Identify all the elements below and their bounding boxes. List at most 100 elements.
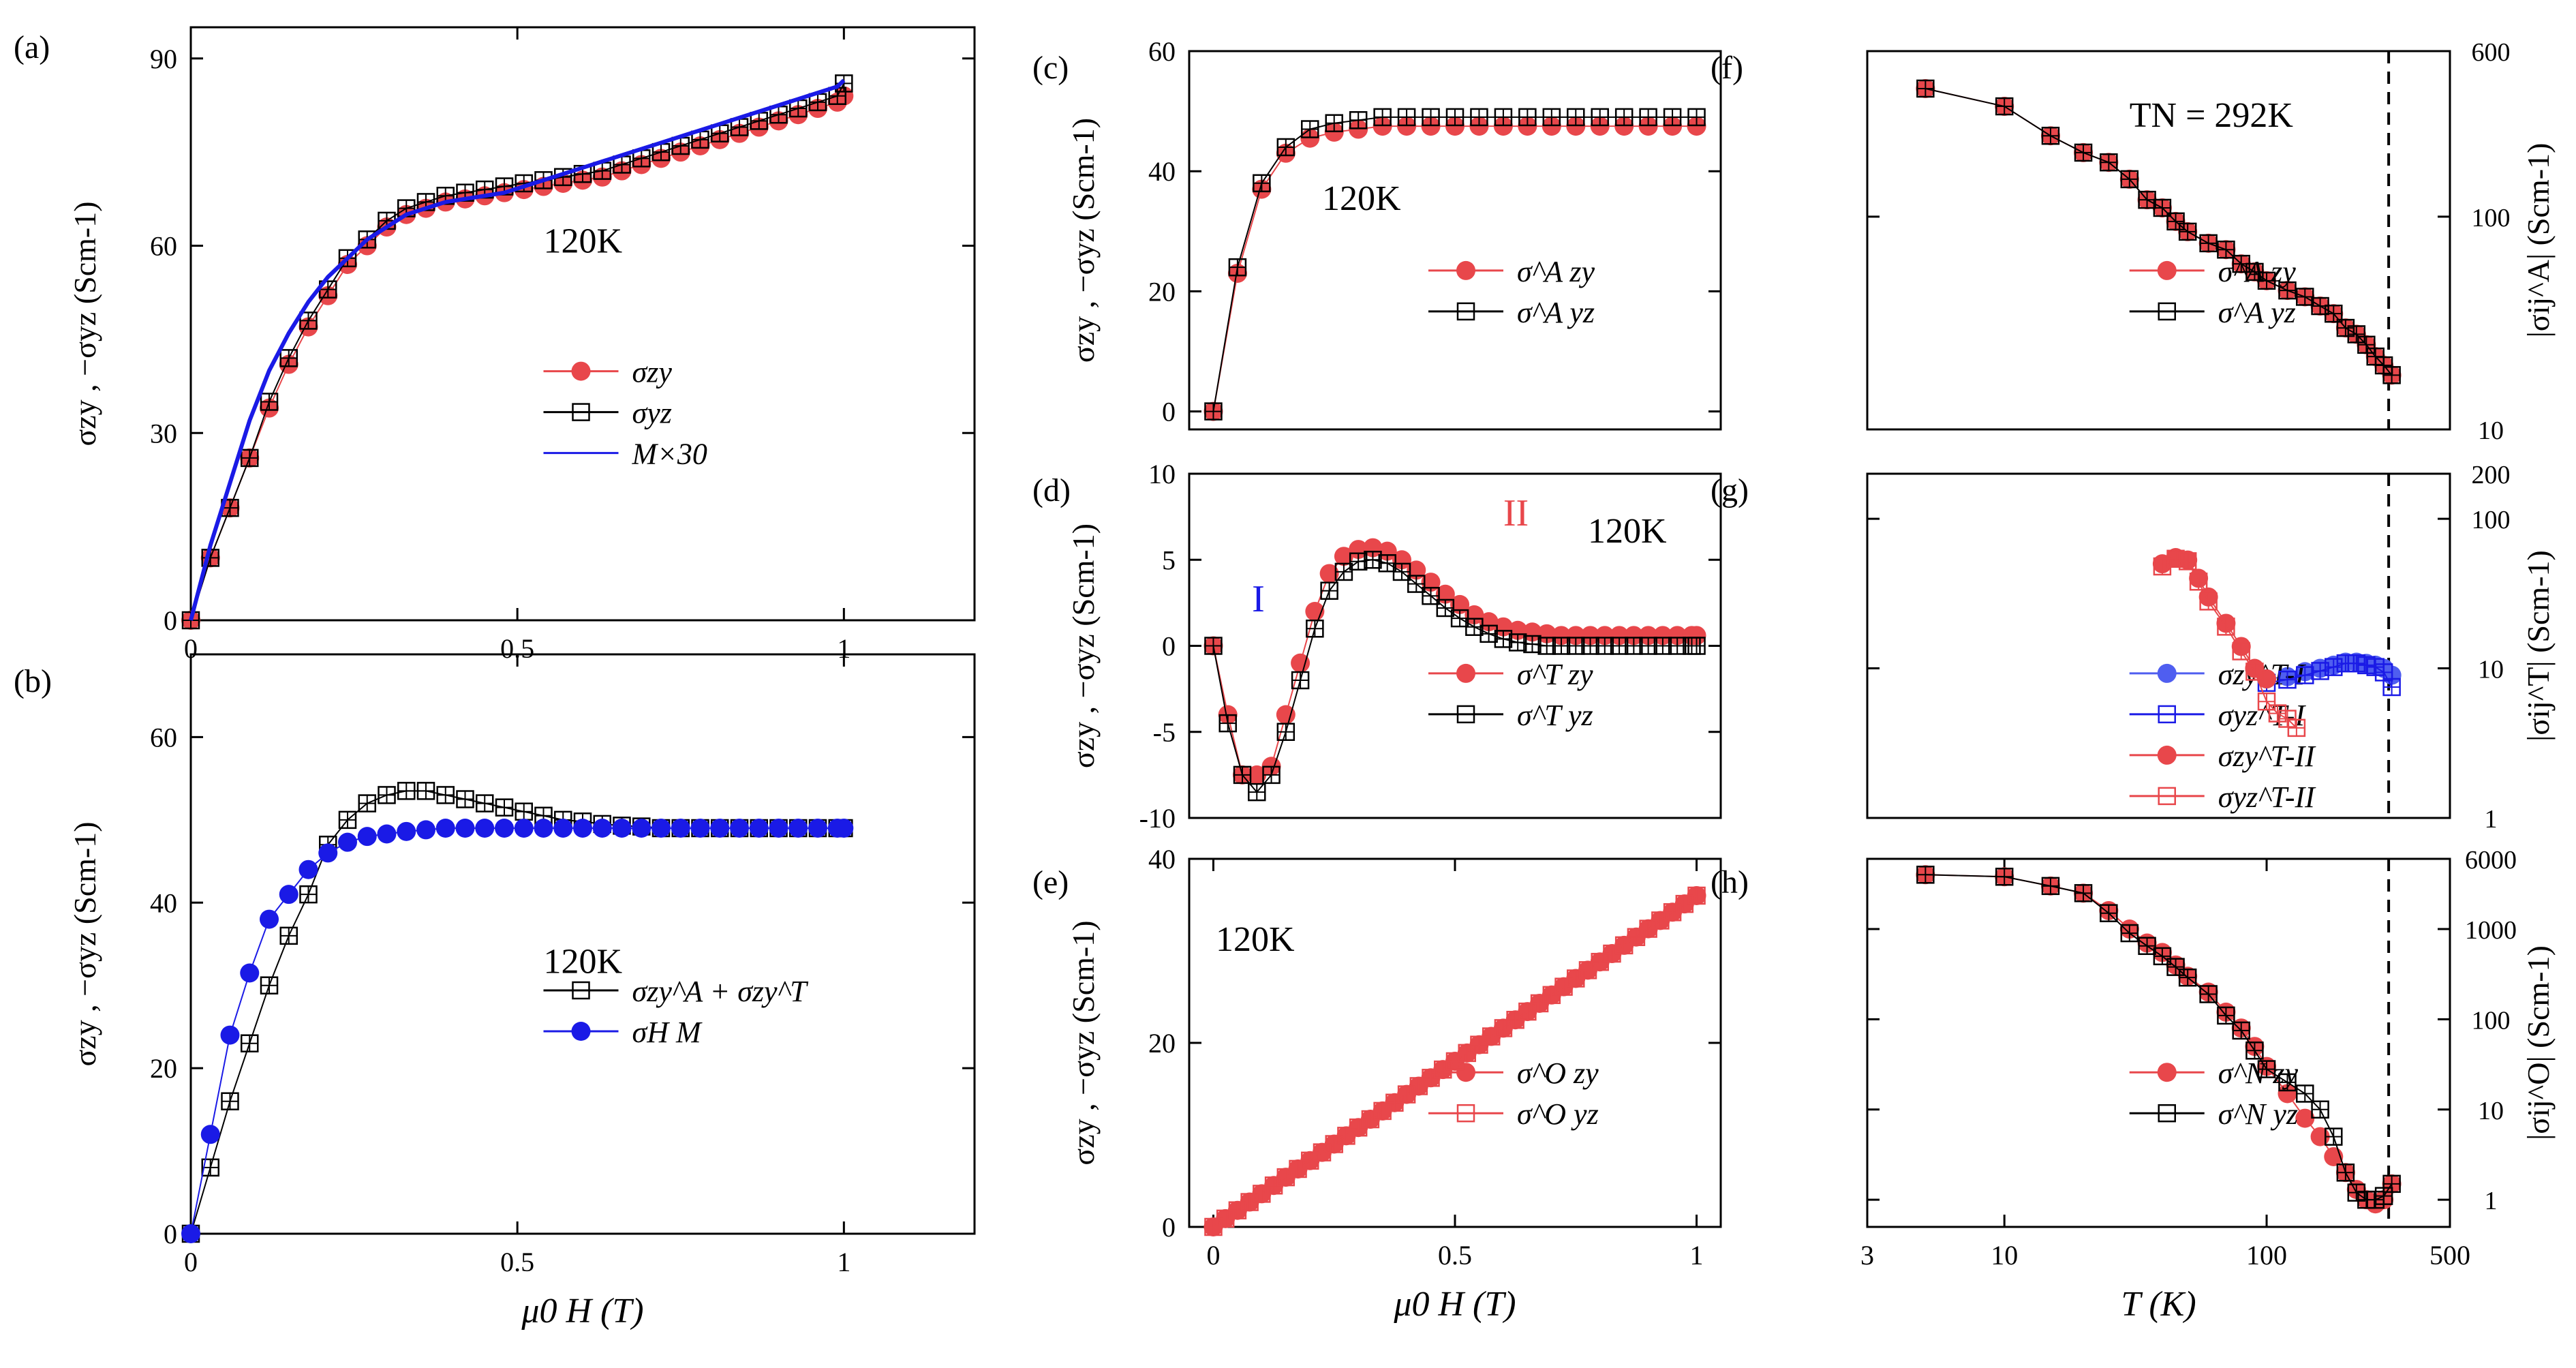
data-point	[1537, 624, 1557, 643]
data-point	[1392, 550, 1411, 570]
legend-label: σyz^T-II	[2218, 780, 2316, 814]
plot-frame-g	[1866, 472, 2451, 819]
legend-label: σzy^A + σzy^T	[632, 975, 810, 1008]
data-point	[1668, 626, 1687, 645]
y-tick-label: 90	[150, 44, 177, 74]
legend-marker	[1456, 1104, 1475, 1123]
y-tick-label: 0	[1162, 631, 1176, 662]
legend-entry: σzy	[543, 356, 673, 389]
data-point	[730, 819, 749, 838]
panel-label: (a)	[14, 29, 50, 65]
legend-entry: σzy^A + σzy^T	[543, 975, 810, 1008]
legend-label: σ^N yz	[2218, 1097, 2298, 1131]
legend-entry: σ^A zy	[1428, 255, 1595, 288]
panel-e: (e) 0 0.5 1 0 20 40 μ0 H (T) σzy , −σyz (Scm-1) 1…	[1032, 844, 1722, 1324]
legend-marker	[2157, 1063, 2177, 1082]
y-tick-label: 100	[2472, 506, 2511, 534]
y-tick-label: 6000	[2465, 846, 2517, 875]
series-line	[1212, 559, 1697, 793]
data-point	[1638, 626, 1658, 645]
x-tick-label: 0.5	[1438, 1240, 1472, 1271]
legend-label: σ^O yz	[1517, 1097, 1599, 1131]
data-point	[357, 827, 377, 847]
data-point	[1276, 705, 1295, 725]
marker-II: II	[1503, 492, 1529, 534]
data-point	[514, 819, 534, 838]
data-point	[260, 909, 279, 929]
x-tick-label: 1	[1690, 1240, 1704, 1271]
data-point	[1624, 626, 1644, 645]
annotation: 120K	[544, 943, 623, 982]
x-tick-label: 0	[1206, 1240, 1220, 1271]
legend-entry: M×30	[543, 438, 707, 471]
annotation: 120K	[1322, 179, 1401, 218]
data-point	[495, 819, 514, 838]
y-tick-label: 5	[1162, 545, 1176, 575]
y-axis-label: σzy , −σyz (Scm-1)	[1066, 920, 1101, 1165]
data-point	[455, 819, 475, 838]
data-point	[690, 819, 710, 838]
legend-entry: σ^A yz	[2129, 296, 2296, 329]
panel-label: (g)	[1711, 472, 1749, 508]
data-point	[1552, 626, 1571, 645]
data-point	[416, 820, 435, 840]
legend-marker	[1456, 260, 1475, 280]
y-tick-label: 0	[164, 1219, 177, 1249]
y-tick-label: 1	[2485, 1187, 2498, 1215]
legend-marker	[571, 1022, 591, 1041]
data-point	[1319, 564, 1339, 583]
data-point	[1334, 547, 1353, 566]
legend-entry: σyz	[543, 397, 672, 430]
data-point	[1653, 626, 1672, 645]
legend-entry: σ^A yz	[1428, 296, 1595, 329]
x-tick-label: 1	[837, 633, 850, 664]
legend-entry: σzy^T-II	[2129, 740, 2316, 773]
data-point	[181, 1224, 200, 1243]
legend-label: σ^A yz	[2218, 296, 2296, 329]
data-point	[298, 860, 318, 879]
legend-label: σ^O zy	[1517, 1057, 1599, 1090]
legend-label: M×30	[632, 438, 707, 471]
x-axis-label: μ0 H (T)	[1393, 1285, 1516, 1324]
x-tick-label: 0	[184, 633, 198, 664]
data-point	[279, 885, 298, 905]
data-point	[377, 824, 397, 844]
y-tick-label: 40	[1148, 156, 1176, 187]
panel-label: (f)	[1711, 50, 1743, 86]
legend-entry: σ^T zy	[1428, 658, 1593, 691]
y-tick-label: 600	[2472, 38, 2511, 67]
y-axis-label: σzy , −σyz (Scm-1)	[1066, 118, 1101, 363]
legend-marker	[572, 981, 590, 1000]
y-tick-label: -10	[1139, 803, 1176, 834]
data-point	[749, 819, 769, 838]
legend-marker	[571, 361, 591, 381]
data-point	[2257, 669, 2277, 689]
y-axis-label: σzy , −σyz (Scm-1)	[67, 821, 102, 1066]
legend-label: σ^T yz	[1517, 699, 1593, 732]
data-point	[534, 819, 553, 838]
data-point	[1595, 626, 1614, 645]
data-point	[435, 819, 455, 838]
series-line	[1925, 874, 2393, 1201]
panel-label: (h)	[1711, 864, 1749, 900]
y-tick-label: 60	[150, 722, 177, 753]
data-point	[318, 843, 338, 863]
panel-label: (c)	[1032, 50, 1069, 86]
x-tick-label: 0.5	[500, 1247, 534, 1277]
data-point	[1610, 626, 1629, 645]
series-line	[190, 790, 844, 1234]
data-point	[834, 819, 854, 838]
annotation: 120K	[1588, 512, 1667, 551]
data-point	[671, 819, 690, 838]
legend-entry: σ^O zy	[1428, 1057, 1599, 1090]
x-axis-label: T (K)	[2121, 1285, 2196, 1324]
data-point	[573, 819, 592, 838]
y-tick-label: 100	[2472, 204, 2511, 232]
data-point	[2295, 1108, 2315, 1128]
legend-label: σzy	[632, 356, 673, 389]
legend-marker	[1456, 302, 1475, 321]
y-tick-label: 100	[2472, 1006, 2511, 1035]
legend-label: σyz	[632, 397, 672, 430]
